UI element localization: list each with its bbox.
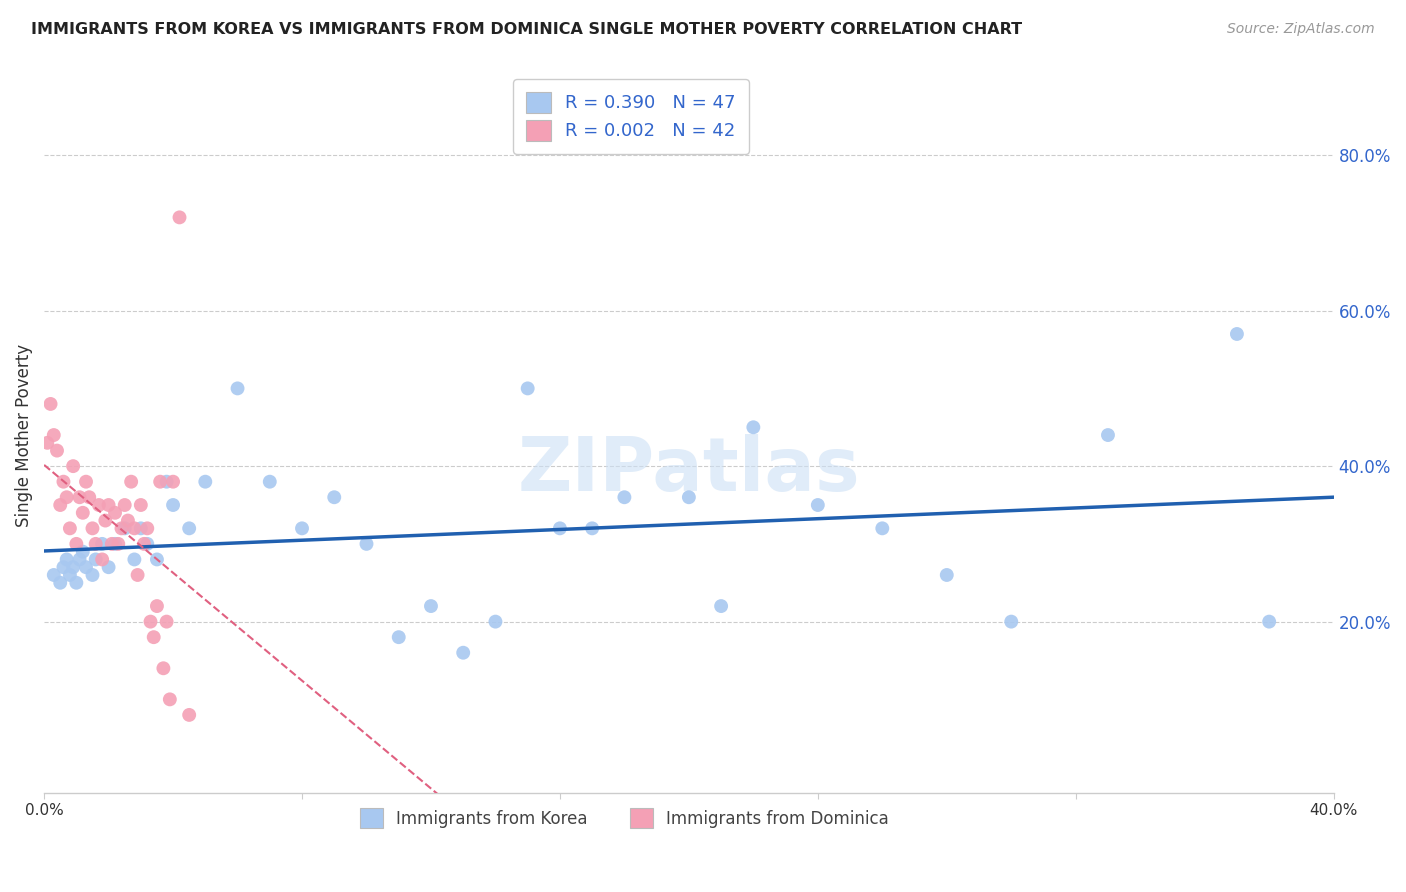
Point	[935, 568, 957, 582]
Point	[226, 381, 249, 395]
Point	[52, 560, 75, 574]
Point	[132, 537, 155, 551]
Point	[114, 521, 136, 535]
Point	[65, 575, 87, 590]
Point	[37, 435, 59, 450]
Point	[72, 544, 94, 558]
Point	[1000, 615, 1022, 629]
Point	[807, 498, 830, 512]
Point	[516, 381, 538, 395]
Point	[42, 428, 65, 442]
Point	[91, 537, 114, 551]
Point	[388, 630, 411, 644]
Point	[72, 506, 94, 520]
Point	[69, 552, 91, 566]
Point	[42, 568, 65, 582]
Point	[742, 420, 765, 434]
Point	[179, 521, 201, 535]
Legend: Immigrants from Korea, Immigrants from Dominica: Immigrants from Korea, Immigrants from D…	[353, 802, 896, 834]
Point	[139, 615, 162, 629]
Y-axis label: Single Mother Poverty: Single Mother Poverty	[15, 343, 32, 526]
Point	[87, 498, 110, 512]
Point	[97, 560, 120, 574]
Point	[146, 552, 169, 566]
Point	[82, 568, 104, 582]
Point	[613, 490, 636, 504]
Point	[55, 552, 77, 566]
Point	[156, 475, 179, 489]
Point	[124, 521, 146, 535]
Point	[107, 537, 129, 551]
Point	[156, 615, 179, 629]
Point	[1097, 428, 1119, 442]
Point	[97, 498, 120, 512]
Point	[75, 560, 97, 574]
Point	[84, 552, 107, 566]
Point	[65, 537, 87, 551]
Point	[356, 537, 378, 551]
Point	[62, 459, 84, 474]
Point	[162, 475, 184, 489]
Point	[39, 397, 62, 411]
Point	[548, 521, 571, 535]
Point	[110, 521, 132, 535]
Point	[581, 521, 603, 535]
Point	[69, 490, 91, 504]
Point	[91, 552, 114, 566]
Point	[104, 506, 127, 520]
Point	[179, 707, 201, 722]
Text: Source: ZipAtlas.com: Source: ZipAtlas.com	[1227, 22, 1375, 37]
Point	[82, 521, 104, 535]
Point	[75, 475, 97, 489]
Point	[129, 498, 152, 512]
Point	[323, 490, 346, 504]
Point	[1258, 615, 1281, 629]
Point	[169, 211, 191, 225]
Point	[52, 475, 75, 489]
Point	[451, 646, 474, 660]
Point	[142, 630, 165, 644]
Point	[710, 599, 733, 613]
Text: ZIPatlas: ZIPatlas	[517, 434, 860, 508]
Point	[62, 560, 84, 574]
Point	[49, 575, 72, 590]
Point	[46, 443, 69, 458]
Point	[104, 537, 127, 551]
Text: IMMIGRANTS FROM KOREA VS IMMIGRANTS FROM DOMINICA SINGLE MOTHER POVERTY CORRELAT: IMMIGRANTS FROM KOREA VS IMMIGRANTS FROM…	[31, 22, 1022, 37]
Point	[59, 521, 82, 535]
Point	[59, 568, 82, 582]
Point	[291, 521, 314, 535]
Point	[149, 475, 172, 489]
Point	[120, 475, 142, 489]
Point	[127, 568, 149, 582]
Point	[94, 514, 117, 528]
Point	[152, 661, 174, 675]
Point	[49, 498, 72, 512]
Point	[1226, 326, 1249, 341]
Point	[159, 692, 181, 706]
Point	[84, 537, 107, 551]
Point	[420, 599, 443, 613]
Point	[162, 498, 184, 512]
Point	[872, 521, 894, 535]
Point	[678, 490, 700, 504]
Point	[114, 498, 136, 512]
Point	[194, 475, 217, 489]
Point	[484, 615, 506, 629]
Point	[259, 475, 281, 489]
Point	[146, 599, 169, 613]
Point	[124, 552, 146, 566]
Point	[101, 537, 124, 551]
Point	[129, 521, 152, 535]
Point	[77, 490, 100, 504]
Point	[136, 521, 159, 535]
Point	[117, 514, 139, 528]
Point	[136, 537, 159, 551]
Point	[55, 490, 77, 504]
